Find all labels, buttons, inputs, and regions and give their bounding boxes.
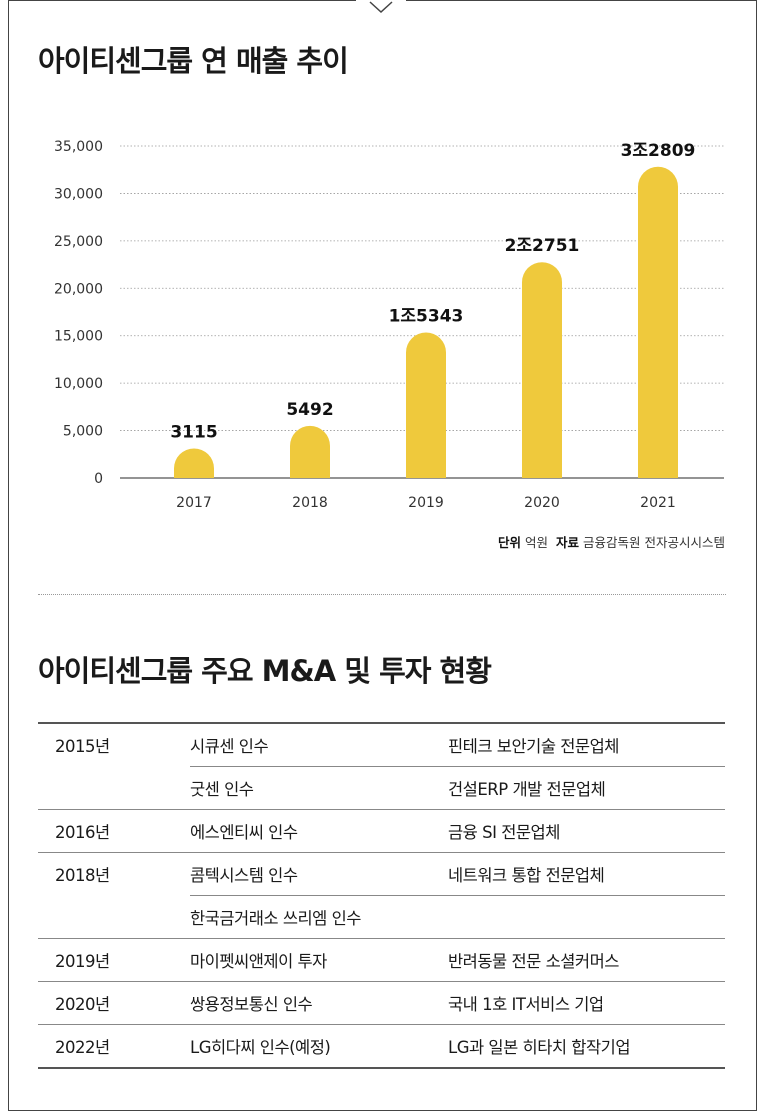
- event-cell: 시큐센 인수: [190, 723, 448, 767]
- year-cell: [38, 895, 190, 939]
- table-row: 2020년 쌍용정보통신 인수 국내 1호 IT서비스 기업: [38, 981, 725, 1025]
- table-row: 2022년 LG히다찌 인수(예정) LG과 일본 히타치 합작기업: [38, 1025, 725, 1069]
- data-label-2019: 1조5343: [389, 306, 464, 326]
- table-row: 2018년 콤텍시스템 인수 네트워크 통합 전문업체: [38, 852, 725, 896]
- desc-cell: 금융 SI 전문업체: [448, 809, 725, 853]
- x-axis-ticks: 2017 2018 2019 2020 2021: [176, 495, 676, 511]
- data-label-2017: 3115: [170, 422, 217, 442]
- chart-bars: [174, 166, 678, 478]
- chart-title: 아이티센그룹 연 매출 추이: [38, 44, 349, 78]
- year-cell: 2020년: [38, 981, 190, 1025]
- year-cell: 2018년: [55, 866, 110, 886]
- data-label-2018: 5492: [286, 400, 333, 420]
- table-row: 굿센 인수 건설ERP 개발 전문업체: [38, 766, 725, 810]
- data-label-2020: 2조2751: [505, 236, 580, 256]
- bar-2020: [522, 262, 562, 478]
- source-note: 단위 억원 자료 금융감독원 전자공시시스템: [498, 532, 725, 551]
- desc-cell: 국내 1호 IT서비스 기업: [448, 981, 725, 1025]
- y-tick-label: 30,000: [54, 186, 103, 202]
- x-tick-label: 2017: [176, 495, 212, 511]
- bar-2019: [406, 332, 447, 478]
- desc-cell: 네트워크 통합 전문업체: [448, 852, 725, 896]
- bar-2017: [174, 448, 214, 478]
- source-value: 금융감독원 전자공시시스템: [583, 535, 725, 550]
- desc-cell: 핀테크 보안기술 전문업체: [448, 723, 725, 767]
- x-tick-label: 2021: [640, 495, 676, 511]
- year-cell: [38, 766, 190, 810]
- event-cell: 콤텍시스템 인수: [190, 852, 448, 896]
- year-cell: 2016년: [38, 809, 190, 853]
- event-cell: 굿센 인수: [190, 766, 448, 810]
- chevron-down-icon: [369, 1, 393, 14]
- unit-value: 억원: [525, 535, 549, 550]
- x-tick-label: 2019: [408, 495, 444, 511]
- y-axis-ticks: 0 5,000 10,000 15,000 20,000 25,000 30,000 35,0…: [54, 139, 103, 487]
- data-label-2021: 3조2809: [621, 141, 696, 161]
- ma-table-body: 2015년 시큐센 인수 핀테크 보안기술 전문업체 굿센 인수 건설ERP 개발 전문…: [38, 723, 725, 1068]
- event-cell: 마이펫씨앤제이 투자: [190, 938, 448, 982]
- y-tick-label: 20,000: [54, 281, 103, 297]
- year-cell: 2015년: [55, 737, 110, 757]
- y-tick-label: 0: [94, 471, 103, 487]
- y-tick-label: 10,000: [54, 376, 103, 392]
- y-tick-label: 15,000: [54, 329, 103, 345]
- table-row: 2015년 시큐센 인수 핀테크 보안기술 전문업체: [38, 723, 725, 767]
- year-cell: 2022년: [55, 1038, 110, 1057]
- x-tick-label: 2018: [292, 495, 328, 511]
- ma-investment-table: 2015년 시큐센 인수 핀테크 보안기술 전문업체 굿센 인수 건설ERP 개발 전문…: [38, 722, 725, 1069]
- chart-data-labels: 3115 5492 1조5343 2조2751 3조2809: [170, 141, 695, 443]
- y-tick-label: 25,000: [54, 234, 103, 250]
- table-row: 2016년 에스엔티씨 인수 금융 SI 전문업체: [38, 809, 725, 853]
- section-divider: [38, 594, 726, 595]
- event-cell: 한국금거래소 쓰리엠 인수: [190, 895, 448, 939]
- frame-top-border-left: [8, 0, 356, 1]
- year-cell: 2019년: [38, 938, 190, 982]
- table-row: 2019년 마이펫씨앤제이 투자 반려동물 전문 소셜커머스: [38, 938, 725, 982]
- table-row: 한국금거래소 쓰리엠 인수: [38, 895, 725, 939]
- event-cell: 쌍용정보통신 인수: [190, 981, 448, 1025]
- desc-cell: LG과 일본 히타치 합작기업: [448, 1038, 631, 1057]
- y-tick-label: 5,000: [63, 424, 103, 440]
- desc-cell: 건설ERP 개발 전문업체: [448, 766, 725, 810]
- table-title: 아이티센그룹 주요 M&A 및 투자 현황: [38, 654, 492, 688]
- desc-cell: [448, 895, 725, 939]
- event-cell: 에스엔티씨 인수: [190, 809, 448, 853]
- frame-top-border-right: [406, 0, 757, 1]
- unit-label: 단위: [498, 535, 522, 550]
- source-label: 자료: [556, 535, 580, 550]
- x-tick-label: 2020: [524, 495, 560, 511]
- bar-2018: [290, 425, 330, 478]
- revenue-bar-chart: 0 5,000 10,000 15,000 20,000 25,000 30,000 35,0…: [54, 139, 724, 511]
- event-cell: LG히다찌 인수(예정): [190, 1038, 331, 1057]
- y-tick-label: 35,000: [54, 139, 103, 155]
- desc-cell: 반려동물 전문 소셜커머스: [448, 938, 725, 982]
- bar-2021: [638, 166, 678, 478]
- frame-border: [8, 0, 757, 1111]
